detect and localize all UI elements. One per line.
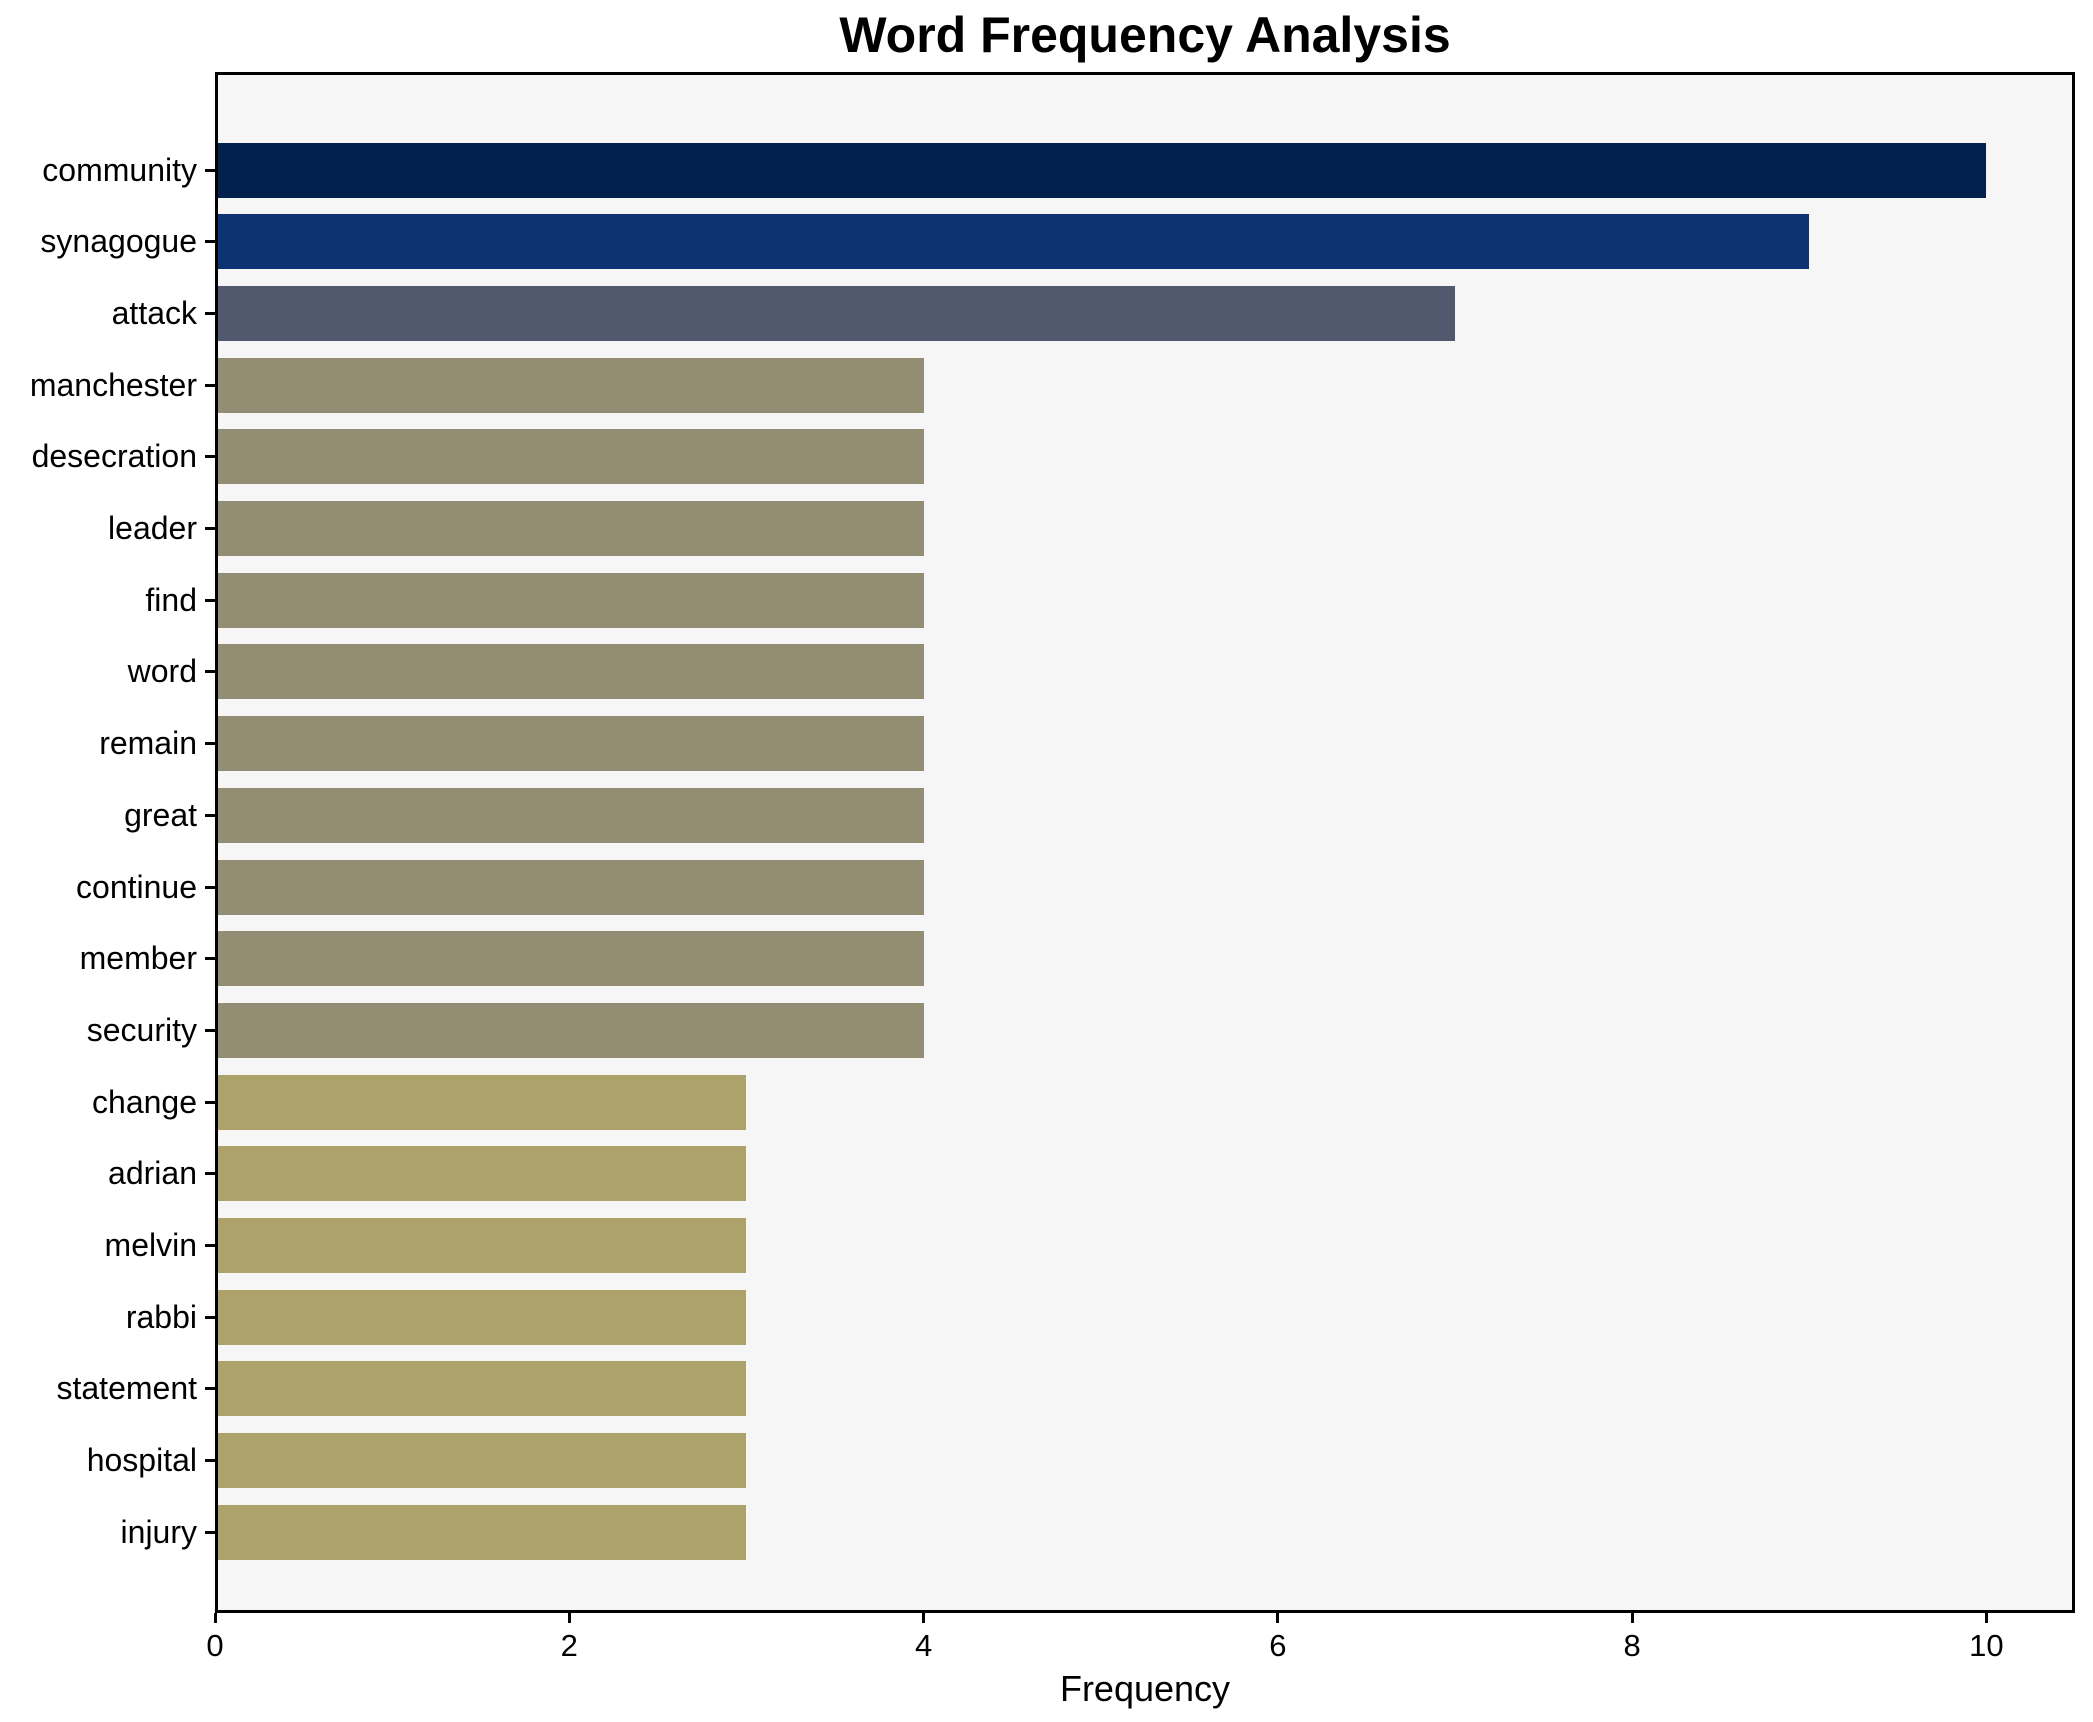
y-tick-mark: [205, 885, 215, 889]
y-tick-label-find: find: [145, 581, 197, 618]
bar-great: [215, 787, 924, 843]
y-tick-label-desecration: desecration: [31, 438, 197, 475]
y-tick-mark: [205, 455, 215, 459]
y-tick-label-synagogue: synagogue: [40, 223, 197, 260]
bar-statement: [215, 1361, 747, 1417]
y-tick-label-change: change: [92, 1083, 197, 1120]
bar-leader: [215, 501, 924, 556]
bar-desecration: [215, 429, 924, 485]
bar-synagogue: [215, 214, 1810, 270]
y-tick-label-word: word: [127, 653, 197, 690]
y-tick-mark: [205, 957, 215, 961]
x-tick-mark: [1984, 1613, 1988, 1623]
bar-word: [215, 644, 924, 700]
x-tick-mark: [922, 1613, 926, 1623]
y-tick-label-member: member: [79, 940, 197, 977]
bar-find: [215, 572, 924, 628]
x-tick-label-0: 0: [206, 1628, 224, 1663]
y-tick-label-rabbi: rabbi: [125, 1298, 197, 1335]
bar-security: [215, 1002, 924, 1058]
x-tick-label-4: 4: [914, 1628, 933, 1663]
y-tick-label-great: great: [124, 796, 197, 833]
bar-continue: [215, 859, 924, 915]
y-tick-label-leader: leader: [108, 510, 197, 546]
y-tick-mark: [205, 813, 215, 817]
y-tick-label-attack: attack: [111, 294, 197, 331]
y-tick-label-remain: remain: [99, 725, 197, 762]
y-tick-mark: [205, 1100, 215, 1104]
bar-injury: [215, 1504, 747, 1560]
bar-member: [215, 931, 924, 987]
y-tick-mark: [205, 670, 215, 674]
y-tick-label-injury: injury: [120, 1513, 197, 1550]
y-tick-mark: [205, 598, 215, 602]
bar-rabbi: [215, 1289, 747, 1345]
y-tick-mark: [205, 1172, 215, 1176]
bar-remain: [215, 716, 924, 772]
y-tick-mark: [205, 742, 215, 746]
x-tick-mark: [213, 1613, 217, 1623]
y-tick-label-manchester: manchester: [29, 366, 197, 403]
x-tick-label-8: 8: [1623, 1628, 1641, 1663]
y-tick-mark: [205, 383, 215, 387]
y-tick-label-hospital: hospital: [86, 1442, 197, 1479]
y-tick-mark: [205, 240, 215, 244]
y-tick-mark: [205, 1387, 215, 1391]
bar-melvin: [215, 1218, 747, 1273]
y-tick-mark: [205, 1244, 215, 1247]
y-tick-mark: [205, 527, 215, 530]
y-tick-mark: [205, 1028, 215, 1032]
bar-community: [215, 142, 1987, 198]
bar-change: [215, 1074, 747, 1130]
bar-attack: [215, 285, 1455, 341]
y-tick-mark: [205, 1315, 215, 1319]
y-tick-label-melvin: melvin: [104, 1227, 197, 1263]
bar-hospital: [215, 1433, 747, 1489]
y-tick-label-adrian: adrian: [108, 1155, 197, 1192]
y-tick-mark: [205, 1459, 215, 1463]
y-tick-label-statement: statement: [56, 1370, 197, 1407]
y-tick-label-security: security: [86, 1011, 197, 1048]
chart-title: Word Frequency Analysis: [839, 7, 1451, 63]
x-tick-mark: [1630, 1613, 1634, 1623]
x-tick-mark: [1276, 1613, 1280, 1623]
bar-manchester: [215, 357, 924, 413]
x-tick-label-6: 6: [1269, 1628, 1287, 1663]
bar-adrian: [215, 1146, 747, 1202]
x-tick-mark: [567, 1613, 571, 1623]
x-axis-label: Frequency: [1059, 1668, 1231, 1709]
x-tick-label-10: 10: [1969, 1628, 2004, 1663]
x-tick-label-2: 2: [560, 1628, 578, 1663]
y-tick-mark: [205, 168, 215, 172]
y-tick-label-community: community: [42, 151, 197, 188]
y-tick-mark: [205, 1530, 215, 1534]
y-tick-mark: [205, 311, 215, 315]
y-tick-label-continue: continue: [76, 868, 197, 905]
